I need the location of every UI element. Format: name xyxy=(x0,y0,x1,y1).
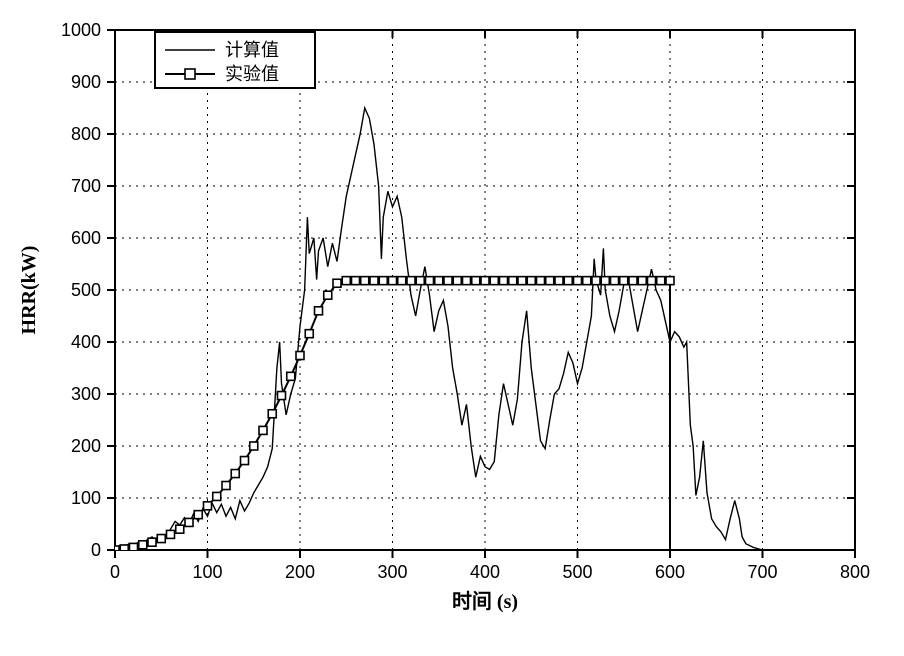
svg-text:0: 0 xyxy=(110,562,120,582)
svg-text:600: 600 xyxy=(71,228,101,248)
svg-text:800: 800 xyxy=(71,124,101,144)
legend-label-exp: 实验值 xyxy=(225,64,279,84)
hrr-chart: 0 100 200 300 400 500 600 700 800 0 100 200 300 400 50… xyxy=(0,0,904,656)
svg-text:600: 600 xyxy=(655,562,685,582)
svg-text:1000: 1000 xyxy=(61,20,101,40)
svg-text:800: 800 xyxy=(840,562,870,582)
legend: 计算值实验值 xyxy=(155,32,315,88)
y-axis-label: HRR(kW) xyxy=(18,246,40,335)
svg-text:400: 400 xyxy=(470,562,500,582)
svg-text:100: 100 xyxy=(192,562,222,582)
x-axis-label: 时间 (s) xyxy=(452,590,518,613)
svg-text:500: 500 xyxy=(562,562,592,582)
svg-text:700: 700 xyxy=(71,176,101,196)
legend-label-calc: 计算值 xyxy=(225,40,279,60)
svg-text:100: 100 xyxy=(71,488,101,508)
chart-svg: 0 100 200 300 400 500 600 700 800 0 100 200 300 400 50… xyxy=(0,0,904,656)
svg-text:200: 200 xyxy=(285,562,315,582)
svg-text:200: 200 xyxy=(71,436,101,456)
svg-text:400: 400 xyxy=(71,332,101,352)
svg-text:300: 300 xyxy=(71,384,101,404)
svg-text:500: 500 xyxy=(71,280,101,300)
svg-text:300: 300 xyxy=(377,562,407,582)
svg-text:700: 700 xyxy=(747,562,777,582)
svg-text:0: 0 xyxy=(91,540,101,560)
svg-text:900: 900 xyxy=(71,72,101,92)
